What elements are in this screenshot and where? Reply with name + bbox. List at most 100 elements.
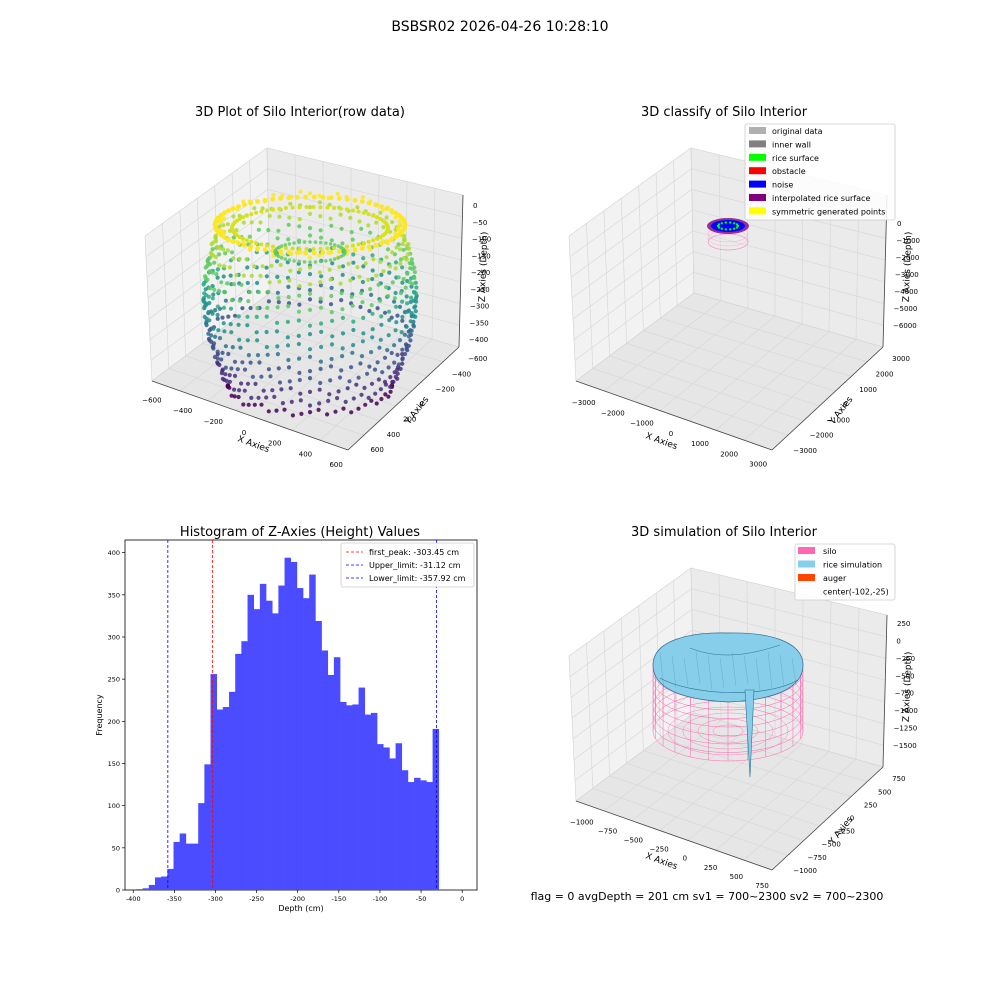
legend-label: center(-102,-25) [823, 588, 889, 597]
point [221, 321, 226, 326]
point [392, 360, 397, 365]
point [359, 199, 365, 205]
y-axis-line [771, 766, 884, 871]
panel3-title: Histogram of Z-Axies (Height) Values [180, 525, 420, 540]
point [348, 278, 353, 283]
point [226, 351, 231, 357]
panel4-x-tick-label: 750 [755, 882, 768, 890]
point [332, 246, 337, 250]
point [260, 206, 265, 211]
panel-classify-3d: 3D classify of Silo Interior −3000−2000−… [568, 105, 920, 469]
point [359, 226, 364, 231]
legend-label: original data [772, 127, 823, 136]
point [286, 222, 291, 227]
point [252, 264, 257, 269]
point [372, 367, 378, 372]
panel1-y-tick-label: 200 [403, 416, 416, 424]
y-tick-label: 400 [108, 549, 120, 557]
point [299, 411, 304, 416]
point [365, 371, 370, 376]
point [215, 275, 220, 280]
point [246, 402, 251, 407]
x-tick-label: -350 [167, 895, 182, 903]
rice-surface-point [733, 222, 736, 225]
panel3-legend-items: first_peak: -303.45 cm Upper_limit: -31.1… [346, 548, 466, 583]
panel4-z-tick-label: −250 [896, 655, 915, 663]
point [278, 196, 283, 201]
point [392, 296, 397, 301]
panel4-z-tick-label: 0 [896, 637, 900, 645]
point [216, 328, 221, 333]
panel2-x-tick-label: −3000 [572, 399, 596, 407]
point [318, 205, 323, 210]
panel4-x-tick-label: −250 [649, 846, 668, 854]
point [388, 384, 393, 389]
floor-grid-x [603, 300, 722, 392]
histogram-bar [161, 876, 168, 890]
back-grid-z [268, 230, 461, 283]
point [351, 208, 355, 213]
point [332, 243, 337, 247]
point [213, 308, 218, 313]
panel4-rice-surface [652, 632, 804, 778]
point [413, 280, 418, 285]
point [223, 365, 228, 370]
histogram-bar [278, 585, 285, 890]
point [318, 235, 324, 240]
point [384, 215, 389, 220]
status-line: flag = 0 avgDepth = 201 cm sv1 = 700~230… [531, 890, 884, 903]
point [303, 250, 309, 256]
panel2-xlabel: X Axies [644, 431, 679, 452]
rice-surface-point [729, 228, 732, 231]
point [374, 220, 379, 225]
x-axis-line [151, 380, 349, 451]
left-grid-y [231, 173, 237, 319]
point [338, 281, 343, 286]
point [390, 250, 395, 255]
point [370, 327, 375, 332]
point [383, 392, 388, 397]
point [378, 235, 383, 240]
panel2-x-tick-label: −2000 [601, 409, 625, 417]
left-grid-y [655, 173, 661, 319]
z-axis-line [458, 194, 464, 348]
point [285, 335, 290, 340]
point [320, 194, 326, 200]
point [223, 298, 228, 303]
rice-surface-point [724, 221, 727, 224]
point [340, 315, 345, 320]
point [409, 295, 414, 300]
point [387, 318, 392, 323]
y-tick-label: 50 [112, 844, 120, 852]
point [340, 264, 346, 269]
left-grid-z [570, 189, 693, 278]
point [336, 389, 341, 394]
point [252, 206, 257, 211]
point [327, 267, 332, 272]
point [395, 352, 400, 357]
point [393, 374, 398, 379]
back-grid-z [693, 271, 884, 326]
point [297, 246, 302, 251]
point [297, 293, 302, 298]
point [395, 313, 400, 318]
panel2-classified-points [707, 218, 749, 251]
point [371, 213, 376, 218]
point [376, 377, 381, 382]
point [327, 392, 332, 397]
legend-swatch [798, 547, 815, 554]
point [286, 294, 291, 300]
panel3-bars [136, 557, 440, 890]
back-grid-z [693, 251, 885, 304]
point [318, 299, 323, 304]
left-grid-z [569, 168, 692, 257]
left-grid-z [570, 609, 693, 698]
histogram-bar [414, 777, 421, 890]
point [375, 306, 380, 311]
legend-label: first_peak: -303.45 cm [369, 548, 459, 557]
panel4-x-tick-label: 0 [683, 855, 687, 863]
point [385, 247, 391, 252]
point [287, 258, 292, 262]
panel4-z-tick-label: −750 [895, 690, 914, 698]
